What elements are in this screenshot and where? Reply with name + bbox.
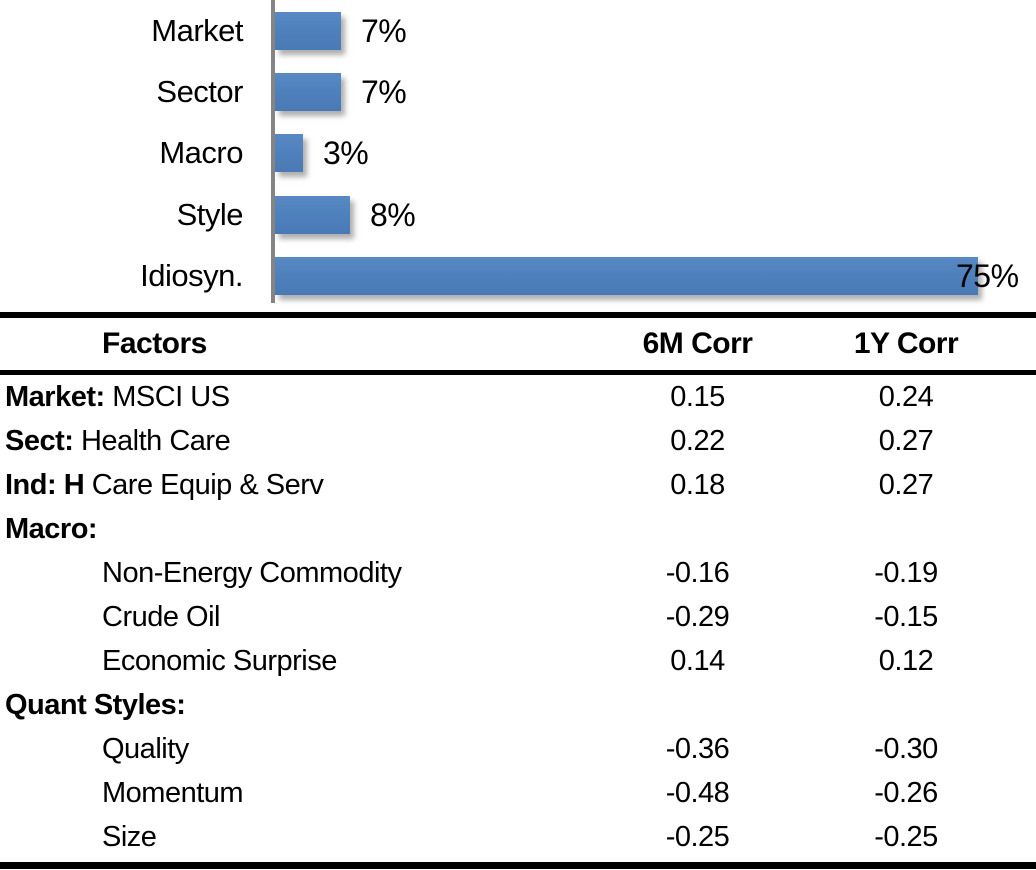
corr-6m-cell: -0.29: [665, 600, 730, 633]
correlation-table-body: Market: MSCI US 0.15 0.24 Sect: Health Care…: [0, 375, 1036, 859]
chart-row: Market 7%: [0, 12, 1036, 50]
corr-1y-cell: -0.15: [874, 600, 938, 633]
bar: [275, 12, 341, 50]
chart-row: Sector 7%: [0, 73, 1036, 111]
factor-cell: Ind: H Care Equip & Serv: [0, 469, 555, 502]
corr-1y-cell: -0.30: [874, 732, 938, 765]
chart-row: Idiosyn. 75%: [0, 257, 1036, 295]
factor-cell: Market: MSCI US: [0, 381, 555, 414]
factor-cell: Quality: [0, 733, 555, 766]
bar-value-label: 3%: [323, 135, 369, 171]
factor-label-rest: Crude Oil: [102, 600, 221, 633]
category-label: Market: [151, 13, 243, 48]
factor-label-bold: Macro:: [5, 512, 98, 545]
bar-value-label: 7%: [361, 13, 407, 49]
factor-label-bold: Market:: [5, 380, 105, 413]
factor-label-rest: Quality: [102, 732, 189, 765]
factor-label-rest: Size: [102, 820, 157, 853]
factor-label-rest: Health Care: [73, 424, 231, 457]
corr-6m-cell: -0.36: [665, 732, 730, 765]
chart-row: Style 8%: [0, 196, 1036, 234]
table-row: Macro:: [0, 507, 1036, 551]
bar: [275, 134, 303, 172]
factor-label-bold: Quant Styles:: [5, 688, 186, 721]
corr-1y-cell: -0.19: [874, 556, 938, 589]
table-header-rule: [0, 370, 1036, 375]
corr-6m-cell: -0.16: [665, 556, 730, 589]
corr-1y-cell: -0.25: [874, 820, 938, 853]
table-row: Ind: H Care Equip & Serv 0.18 0.27: [0, 463, 1036, 507]
factor-label-bold: Sect:: [5, 424, 74, 457]
bar-value-label: 7%: [361, 74, 407, 110]
factor-cell: Quant Styles:: [0, 689, 555, 722]
corr-6m-cell: 0.18: [670, 468, 725, 501]
table-row: Quant Styles:: [0, 683, 1036, 727]
table-row: Quality -0.36 -0.30: [0, 727, 1036, 771]
table-row: Crude Oil -0.29 -0.15: [0, 595, 1036, 639]
factor-label-rest: Care Equip & Serv: [84, 468, 324, 501]
column-header-6m-corr: 6M Corr: [642, 327, 753, 360]
corr-6m-cell: -0.48: [665, 776, 730, 809]
bar-value-label: 75%: [956, 258, 1019, 294]
table-row: Market: MSCI US 0.15 0.24: [0, 375, 1036, 419]
table-row: Economic Surprise 0.14 0.12: [0, 639, 1036, 683]
bar: [275, 257, 978, 295]
factor-cell: Macro:: [0, 513, 555, 546]
table-bottom-rule: [0, 862, 1036, 869]
table-top-rule: [0, 312, 1036, 318]
factor-label-rest: Economic Surprise: [102, 644, 337, 677]
chart-y-axis-line: [271, 0, 275, 303]
factor-label-rest: Momentum: [102, 776, 244, 809]
category-label: Idiosyn.: [140, 258, 243, 293]
corr-6m-cell: 0.22: [670, 424, 725, 457]
column-header-factors: Factors: [102, 327, 207, 360]
factor-label-bold: Ind: H: [5, 468, 85, 501]
category-label: Sector: [156, 74, 243, 109]
category-label: Style: [176, 197, 244, 232]
corr-1y-cell: -0.26: [874, 776, 938, 809]
corr-6m-cell: -0.25: [665, 820, 730, 853]
corr-1y-cell: 0.27: [878, 424, 934, 457]
bar: [275, 73, 341, 111]
corr-6m-cell: 0.14: [670, 644, 725, 677]
corr-1y-cell: 0.27: [878, 468, 934, 501]
factor-label-rest: Non-Energy Commodity: [102, 556, 402, 589]
factor-cell: Economic Surprise: [0, 645, 555, 678]
column-header-1y-corr: 1Y Corr: [853, 327, 959, 360]
category-label: Macro: [159, 135, 243, 170]
table-row: Sect: Health Care 0.22 0.27: [0, 419, 1036, 463]
corr-1y-cell: 0.12: [878, 644, 934, 677]
table-row: Size -0.25 -0.25: [0, 815, 1036, 859]
table-header-row: Factors 6M Corr 1Y Corr: [0, 318, 1036, 370]
factor-label-rest: MSCI US: [104, 380, 230, 413]
table-row: Momentum -0.48 -0.26: [0, 771, 1036, 815]
risk-decomposition-chart: Market 7% Sector 7% Macro 3% Style 8% Idiosyn. 75…: [0, 0, 1036, 312]
factor-cell: Crude Oil: [0, 601, 555, 634]
bar-value-label: 8%: [370, 197, 416, 233]
corr-1y-cell: 0.24: [878, 380, 934, 413]
bar: [275, 196, 350, 234]
table-row: Non-Energy Commodity -0.16 -0.19: [0, 551, 1036, 595]
factor-cell: Non-Energy Commodity: [0, 557, 555, 590]
factor-cell: Momentum: [0, 777, 555, 810]
corr-6m-cell: 0.15: [670, 380, 725, 413]
factor-cell: Size: [0, 821, 555, 854]
chart-row: Macro 3%: [0, 134, 1036, 172]
factor-cell: Sect: Health Care: [0, 425, 555, 458]
